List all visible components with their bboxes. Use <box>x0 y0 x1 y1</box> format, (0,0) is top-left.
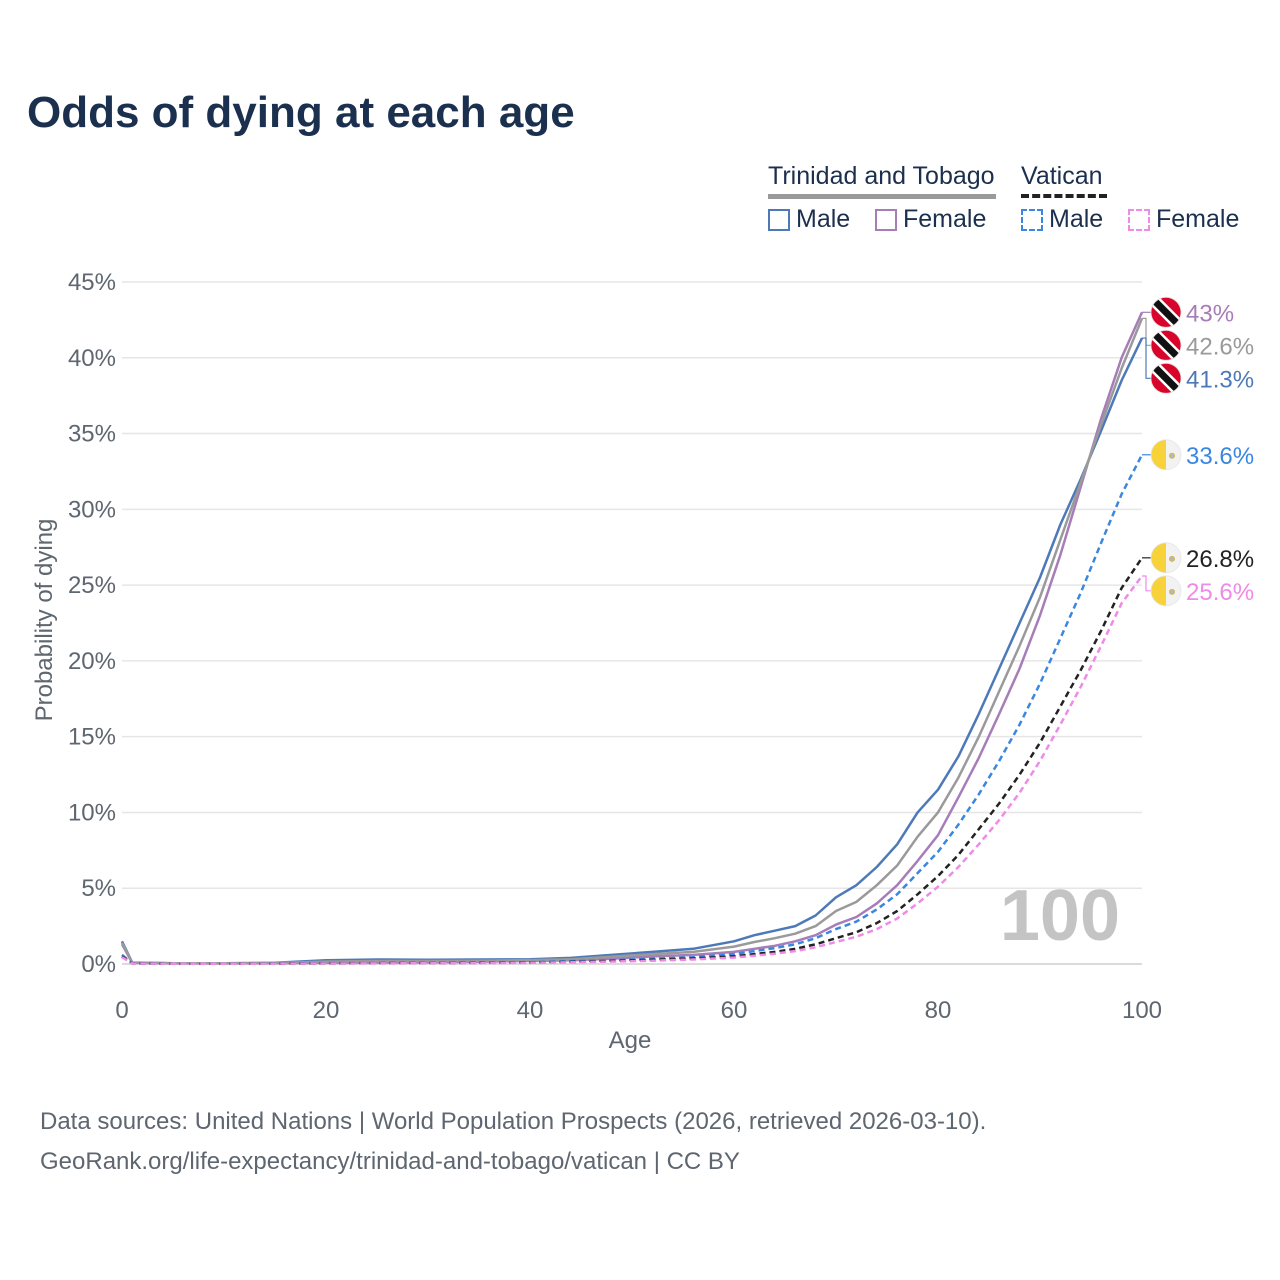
x-tick-label: 20 <box>313 997 340 1024</box>
y-tick-label: 25% <box>68 572 116 599</box>
y-tick-label: 5% <box>81 875 116 902</box>
x-tick-label: 80 <box>925 997 952 1024</box>
series-line-trinidad-and-tobago-male[interactable] <box>120 337 1144 965</box>
x-tick-label: 40 <box>517 997 544 1024</box>
end-label-connector <box>1142 575 1152 592</box>
series-line-vatican-female[interactable] <box>121 575 1144 966</box>
end-label-connector <box>1142 337 1152 379</box>
mortality-line-chart: 100 0% 5% 10% 15% 20% 25% 30% 35% 40% 45% 0 20 40 60… <box>31 269 1254 1054</box>
series-line-trinidad-and-tobago-female[interactable] <box>120 311 1144 965</box>
series-line-vatican-total[interactable] <box>121 557 1144 965</box>
y-tick-labels: 0% 5% 10% 15% 20% 25% 30% 35% 40% 45% <box>68 269 116 978</box>
page-title: Odds of dying at each age <box>27 88 575 137</box>
y-tick-label: 20% <box>68 648 116 675</box>
end-label-value: 25.6% <box>1186 579 1254 606</box>
end-label-value: 41.3% <box>1186 366 1254 393</box>
y-tick-label: 30% <box>68 496 116 523</box>
y-axis-label: Probability of dying <box>31 519 58 722</box>
y-tick-label: 0% <box>81 951 116 978</box>
trinidad-flag-icon <box>1150 362 1182 394</box>
series-lines <box>120 311 1144 966</box>
vatican-flag-icon <box>1150 542 1182 574</box>
trinidad-flag-icon <box>1150 329 1182 361</box>
trinidad-flag-icon <box>1150 296 1182 328</box>
y-tick-label: 35% <box>68 421 116 448</box>
end-label-value: 33.6% <box>1186 443 1254 470</box>
vatican-flag-icon <box>1150 575 1182 607</box>
footer-sources: Data sources: United Nations | World Pop… <box>40 1108 987 1135</box>
x-tick-label: 60 <box>721 997 748 1024</box>
series-line-trinidad-and-tobago-total[interactable] <box>120 317 1144 965</box>
end-label-value: 42.6% <box>1186 333 1254 360</box>
age-watermark: 100 <box>1000 876 1120 956</box>
end-labels: 43% 42.6% 41.3% 33.6% 26.8% 25.6% <box>1142 296 1254 607</box>
y-tick-label: 10% <box>68 799 116 826</box>
x-tick-label: 0 <box>115 997 128 1024</box>
end-label-connector <box>1142 317 1152 346</box>
x-axis-label: Age <box>609 1027 652 1054</box>
end-label-value: 43% <box>1186 300 1234 327</box>
x-tick-labels: 0 20 40 60 80 100 <box>115 997 1162 1024</box>
y-tick-label: 40% <box>68 345 116 372</box>
y-tick-label: 15% <box>68 724 116 751</box>
x-tick-label: 100 <box>1122 997 1162 1024</box>
vatican-flag-icon <box>1150 439 1182 471</box>
series-line-vatican-male[interactable] <box>121 454 1144 965</box>
grid-lines <box>122 281 1142 965</box>
footer-link[interactable]: GeoRank.org/life-expectancy/trinidad-and… <box>40 1148 740 1175</box>
y-tick-label: 45% <box>68 269 116 296</box>
end-label-value: 26.8% <box>1186 546 1254 573</box>
